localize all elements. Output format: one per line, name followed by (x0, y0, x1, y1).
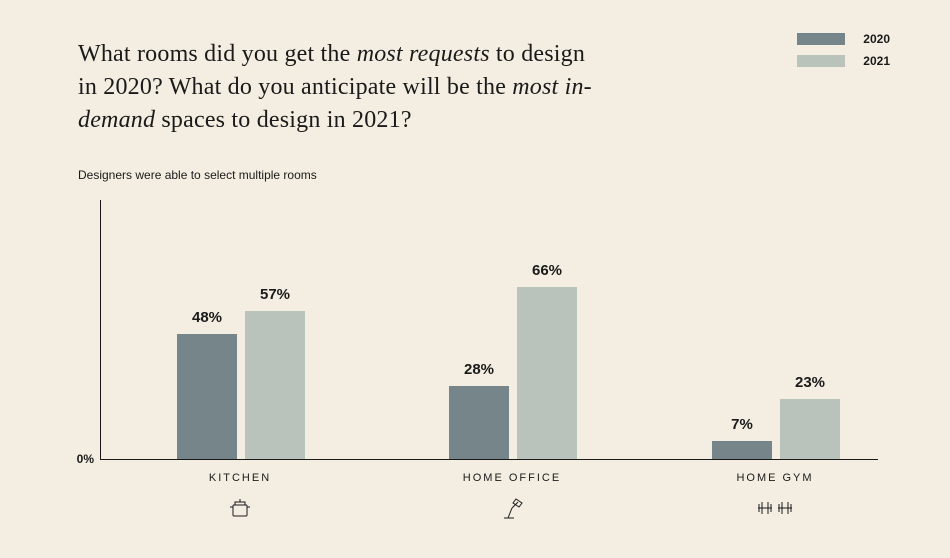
bar-value-label: 57% (245, 286, 305, 303)
bar-value-label: 23% (780, 374, 840, 391)
chart-title: What rooms did you get the most requests… (78, 38, 598, 137)
dumbbells-icon (685, 494, 865, 522)
bar (780, 399, 840, 459)
bar-value-label: 7% (712, 416, 772, 433)
pot-icon (150, 494, 330, 522)
legend: 2020 2021 (797, 32, 890, 76)
bar-group: 28% 66% (423, 200, 603, 459)
category-label: HOME OFFICE (422, 472, 602, 484)
legend-swatch-2021 (797, 55, 845, 67)
bar (177, 334, 237, 459)
category-label: HOME GYM (685, 472, 865, 484)
bar-group: 48% 57% (151, 200, 331, 459)
bar-value-label: 28% (449, 361, 509, 378)
legend-item-2021: 2021 (797, 54, 890, 68)
bar-group: 7% 23% (686, 200, 866, 459)
bar (517, 287, 577, 459)
legend-label-2021: 2021 (863, 54, 890, 68)
chart-subtitle: Designers were able to select multiple r… (78, 168, 317, 182)
legend-swatch-2020 (797, 33, 845, 45)
legend-item-2020: 2020 (797, 32, 890, 46)
bar (245, 311, 305, 459)
bar-chart: 0% 48%57%28%66%7%23% (78, 200, 878, 460)
bar-value-label: 48% (177, 309, 237, 326)
bar-value-label: 66% (517, 262, 577, 279)
bar (712, 441, 772, 459)
y-axis-zero-label: 0% (58, 452, 94, 466)
lamp-icon (422, 494, 602, 522)
plot-area: 48% 57% 28% 66% 7% 23% (100, 200, 878, 460)
bar (449, 386, 509, 459)
legend-label-2020: 2020 (863, 32, 890, 46)
category-label: KITCHEN (150, 472, 330, 484)
